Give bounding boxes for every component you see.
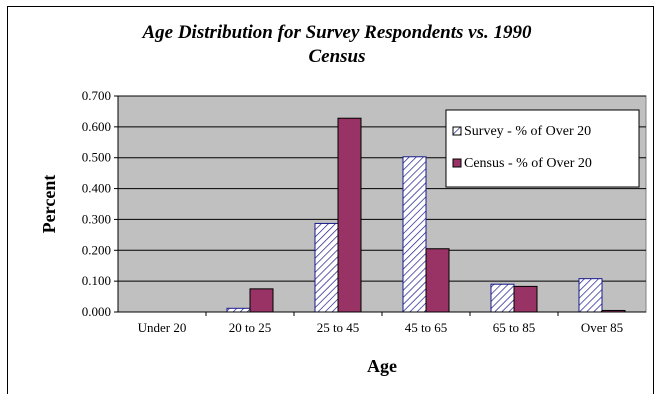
bar-census xyxy=(425,248,450,313)
legend-label-survey: Survey - % of Over 20 xyxy=(464,124,591,139)
y-tick-label: 0.200 xyxy=(82,242,111,257)
bar-survey xyxy=(226,307,251,313)
legend-swatch-survey xyxy=(452,126,462,136)
y-tick-label: 0.400 xyxy=(82,181,111,196)
bar-survey xyxy=(314,222,339,313)
legend-box xyxy=(445,109,640,188)
chart-title-line-1: Age Distribution for Survey Respondents … xyxy=(141,22,532,43)
bar-survey xyxy=(578,278,603,313)
x-tick-label: 25 to 45 xyxy=(317,320,360,335)
x-tick-label: 65 to 85 xyxy=(493,320,536,335)
y-tick-label: 0.100 xyxy=(82,273,111,288)
y-tick-label: 0.300 xyxy=(82,211,111,226)
legend-label-census: Census - % of Over 20 xyxy=(464,156,592,171)
legend-swatch-census xyxy=(452,158,462,168)
bar-survey xyxy=(402,156,427,313)
x-axis-label: Age xyxy=(367,356,397,376)
x-tick-label: 20 to 25 xyxy=(229,320,272,335)
legend: Survey - % of Over 20 Census - % of Over… xyxy=(445,109,640,188)
x-tick-label: 45 to 65 xyxy=(405,320,448,335)
y-tick-label: 0.600 xyxy=(82,119,111,134)
bar-survey xyxy=(490,283,515,313)
y-tick-label: 0.000 xyxy=(82,304,111,319)
y-axis-label: Percent xyxy=(39,175,59,234)
y-axis-ticks: 0.000 0.100 0.200 0.300 0.400 0.500 0.600 0.700 xyxy=(82,88,118,319)
x-tick-label: Over 85 xyxy=(581,320,623,335)
chart-title-line-2: Census xyxy=(308,46,365,67)
y-tick-label: 0.500 xyxy=(82,150,111,165)
y-tick-label: 0.700 xyxy=(82,88,111,103)
bar-census xyxy=(249,288,274,313)
x-axis-ticks: Under 20 20 to 25 25 to 45 45 to 65 65 to 85… xyxy=(138,312,623,335)
chart-frame xyxy=(7,6,654,394)
bar-census xyxy=(513,285,538,313)
bar-census xyxy=(337,117,362,313)
x-tick-label: Under 20 xyxy=(138,320,187,335)
